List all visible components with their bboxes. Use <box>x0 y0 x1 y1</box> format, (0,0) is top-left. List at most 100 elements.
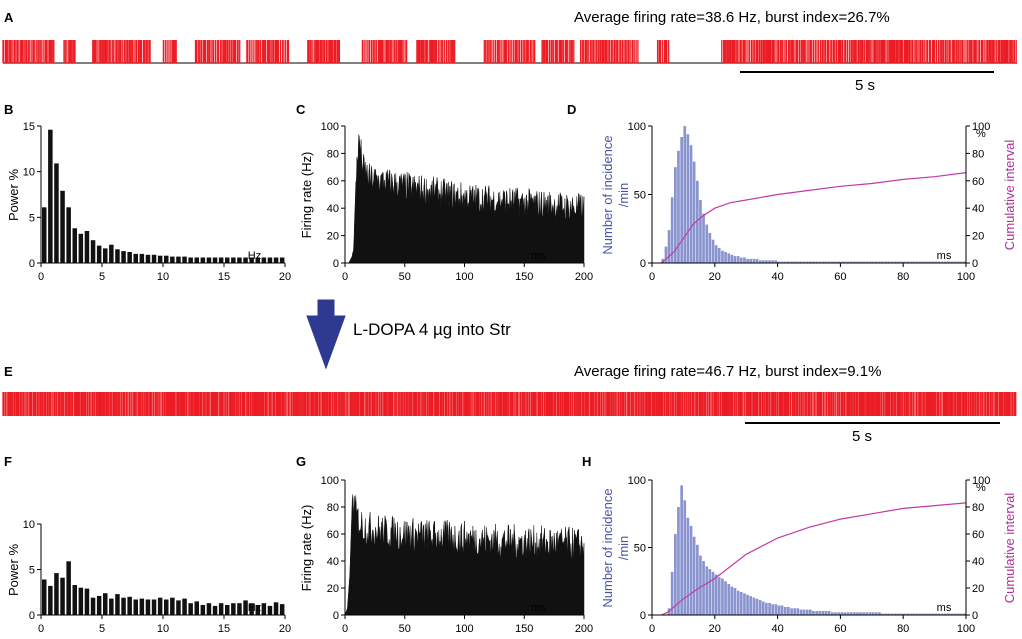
y2-unit-d: % <box>976 128 986 140</box>
power-bar <box>133 253 138 263</box>
isi-bar <box>783 261 787 263</box>
isi-bar <box>903 613 906 615</box>
isi-bar <box>884 261 888 263</box>
isi-bar <box>805 261 809 263</box>
power-bar <box>54 163 59 263</box>
isi-bar <box>670 197 674 263</box>
power-bar <box>200 605 206 615</box>
isi-bar <box>837 261 840 263</box>
power-bar <box>212 605 218 615</box>
x-tick-label-d: 20 <box>709 271 721 283</box>
isi-bar <box>730 254 734 263</box>
isi-bar <box>893 613 897 615</box>
power-bar <box>145 254 151 263</box>
isi-bar <box>959 613 963 615</box>
panel-label-d: D <box>567 102 576 117</box>
y-axis-label-g: Firing rate (Hz) <box>299 505 314 592</box>
x-tick-label-h: 80 <box>897 623 909 635</box>
isi-bar <box>689 145 693 263</box>
y2-unit-h: % <box>976 482 986 494</box>
x-tick-label-b: 10 <box>157 271 169 283</box>
isi-bar <box>931 613 935 615</box>
power-bar <box>72 585 77 615</box>
isi-bar <box>765 260 768 263</box>
power-bar <box>249 603 254 615</box>
y-tick-label-g: 20 <box>327 583 339 595</box>
x-tick-label-b: 15 <box>218 271 230 283</box>
power-bar <box>133 599 138 615</box>
raster-e-title: Average firing rate=46.7 Hz, burst index… <box>574 363 881 380</box>
isi-bar <box>956 613 960 615</box>
power-bar <box>78 233 84 263</box>
y-axis-label-c: Firing rate (Hz) <box>299 152 314 239</box>
x-tick-label-g: 100 <box>455 623 473 635</box>
y-tick-label-c: 100 <box>321 121 339 133</box>
isi-bar <box>862 612 866 615</box>
y-tick-label-h: 0 <box>640 610 646 622</box>
x-unit-label-c: ms <box>531 250 546 262</box>
y-tick-label-c: 20 <box>327 231 339 243</box>
isi-bar <box>755 258 759 263</box>
firing-rate-g: 0 20 40 60 80 100 0 50 100 150 200 ms Firing rate (H… <box>299 475 593 635</box>
power-bar <box>109 598 114 615</box>
x-unit-label-b: Hz <box>248 250 261 262</box>
y-tick-label-f: 5 <box>29 565 35 577</box>
x-tick-label-f: 5 <box>99 623 105 635</box>
y-tick-label-g: 80 <box>327 502 339 514</box>
isi-bar <box>774 604 778 615</box>
power-bar <box>96 245 102 263</box>
isi-bar <box>947 261 950 263</box>
isi-bar <box>815 261 818 263</box>
isi-bar <box>702 213 705 263</box>
isi-bar <box>736 590 740 615</box>
isi-bar <box>670 571 674 615</box>
isi-bar <box>771 260 774 263</box>
power-bar <box>267 605 273 615</box>
isi-bar <box>721 578 724 615</box>
isi-bar <box>912 261 916 263</box>
power-bar <box>182 598 187 615</box>
isi-bar <box>937 613 941 615</box>
isi-bar <box>896 613 900 615</box>
isi-bar <box>686 134 690 263</box>
isi-bar <box>922 261 925 263</box>
isi-bar <box>702 561 705 615</box>
y-axis-label-d: Number of incidence <box>600 135 615 254</box>
isi-bar <box>837 612 840 615</box>
isi-bar <box>761 601 765 615</box>
isi-bar <box>827 261 831 263</box>
isi-bar <box>925 613 928 615</box>
power-bar <box>139 253 145 263</box>
power-bar <box>84 588 90 615</box>
isi-bar <box>787 606 790 615</box>
y-tick-label-c: 0 <box>333 258 339 270</box>
isi-bar <box>856 612 859 615</box>
isi-bar <box>752 258 756 263</box>
isi-bar <box>683 500 687 616</box>
power-bar <box>206 257 212 263</box>
isi-bar <box>856 261 859 263</box>
power-bar <box>72 228 77 263</box>
isi-bar <box>677 507 680 615</box>
isi-bar <box>724 581 727 616</box>
power-bar <box>48 585 53 615</box>
isi-bar <box>853 612 856 615</box>
x-tick-label-c: 50 <box>399 271 411 283</box>
isi-bar <box>890 261 894 263</box>
isi-bar <box>878 612 881 615</box>
x-tick-label-g: 50 <box>399 623 411 635</box>
isi-bar <box>699 200 702 263</box>
y-tick-label-f: 10 <box>23 519 35 531</box>
power-bar <box>90 597 96 615</box>
isi-bar <box>680 137 683 263</box>
isi-bar <box>909 261 913 263</box>
isi-bar <box>705 224 709 263</box>
isi-bar <box>802 609 806 615</box>
isi-bar <box>953 613 957 615</box>
isi-bar <box>940 261 944 263</box>
isi-bar <box>780 605 784 615</box>
y-axis-label-b: Power % <box>6 169 21 221</box>
isi-bar <box>696 544 699 615</box>
